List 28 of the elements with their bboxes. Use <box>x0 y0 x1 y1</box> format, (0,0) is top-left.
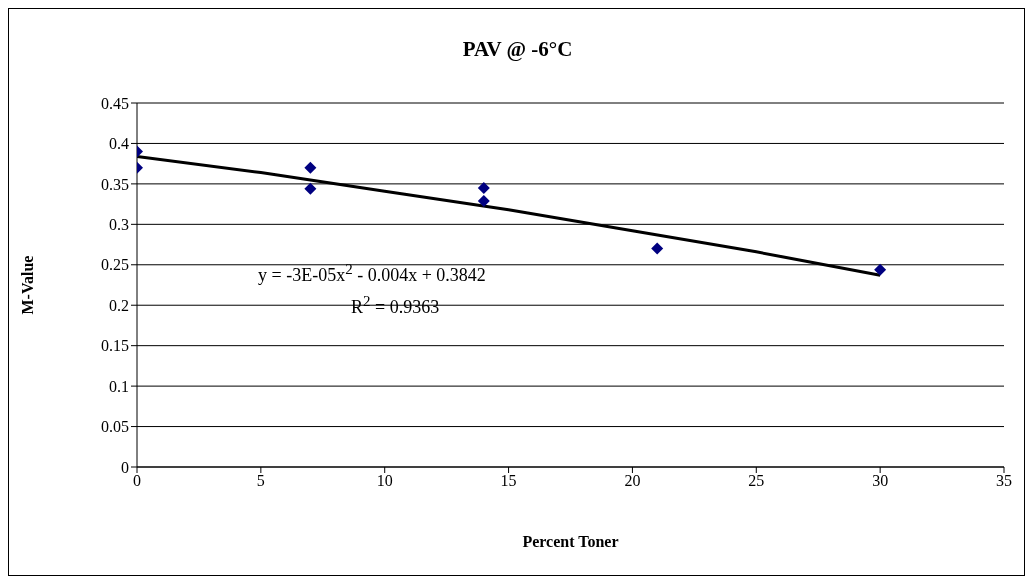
y-tick-label: 0.1 <box>109 377 129 395</box>
point <box>304 182 317 195</box>
y-tick-label: 0 <box>121 458 129 476</box>
y-tick-label: 0.05 <box>101 418 129 436</box>
point <box>477 194 490 207</box>
x-tick-label: 10 <box>376 472 393 490</box>
y-tick-label: 0.35 <box>101 175 129 193</box>
x-tick-label: 35 <box>996 472 1012 490</box>
point <box>651 242 664 255</box>
y-tick-label: 0.45 <box>101 94 129 112</box>
y-tick-label: 0.2 <box>109 296 129 314</box>
y-tick-label: 0.15 <box>101 337 129 355</box>
y-axis-title: M-Value <box>18 255 36 315</box>
x-tick-label: 30 <box>872 472 889 490</box>
y-tick-label: 0.25 <box>101 256 129 274</box>
y-tick-label: 0.4 <box>109 135 129 153</box>
annotation: y = -3E-05x$^{2}$ - 0.004x + 0.3842 <box>258 261 486 286</box>
point <box>874 263 887 276</box>
x-tick-label: 0 <box>133 472 141 490</box>
y-tick-label: 0.3 <box>109 216 129 234</box>
x-tick-label: 15 <box>500 472 517 490</box>
x-axis-title: Percent Toner <box>522 533 619 550</box>
point <box>477 181 490 194</box>
x-tick-label: 20 <box>624 472 641 490</box>
x-tick-label: 5 <box>256 472 265 490</box>
chart-title: PAV @ -6°C <box>461 37 574 62</box>
point <box>304 161 317 174</box>
x-tick-label: 25 <box>748 472 765 490</box>
